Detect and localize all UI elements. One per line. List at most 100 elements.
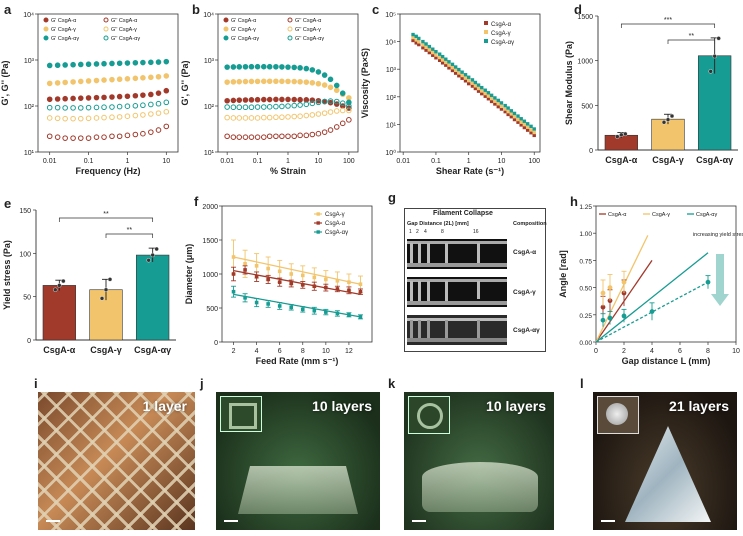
legend-label: G'' CsgA-γ [111, 27, 137, 33]
data-point [669, 113, 675, 119]
data-point [661, 120, 667, 125]
y-tick-label: 1000 [202, 272, 218, 279]
arrow-annotation: increasing yield stress [693, 232, 743, 238]
bar [42, 285, 76, 341]
data-point [476, 86, 481, 91]
layer-label: 10 layers [312, 398, 372, 414]
y-tick-label: 1000 [577, 59, 593, 66]
data-point [493, 102, 497, 106]
data-point [509, 112, 514, 116]
panel-l-letter: l [580, 376, 584, 391]
x-tick-label: 8 [301, 348, 305, 355]
legend-label: G'' CsgA-α [295, 18, 322, 24]
filament-row-label: CsgA-α [513, 249, 537, 256]
data-point [285, 103, 291, 109]
data-point [62, 135, 68, 141]
y-tick-label: 10¹ [24, 150, 35, 157]
data-point [621, 313, 627, 319]
data-point [427, 48, 432, 52]
significance-label: ** [127, 227, 133, 234]
data-point [333, 82, 340, 89]
data-point [279, 103, 285, 110]
data-point [411, 38, 415, 43]
data-point [447, 63, 451, 67]
data-point [522, 119, 527, 123]
data-point [248, 115, 255, 121]
x-tick-label: 4 [255, 348, 259, 355]
data-point [473, 80, 478, 85]
data-point [277, 269, 282, 274]
data-point [140, 59, 146, 66]
gap-ticks: 1 2 4 8 16 [407, 229, 507, 237]
scale-bar [601, 520, 615, 522]
x-tick-label: 0 [594, 348, 598, 355]
data-point [339, 100, 346, 107]
data-point [607, 315, 613, 321]
data-point [146, 258, 151, 263]
data-point [522, 125, 527, 130]
data-point [243, 262, 247, 266]
data-point [266, 78, 273, 85]
data-point [463, 73, 468, 77]
data-point [444, 63, 448, 67]
data-point [46, 62, 53, 69]
x-tick-label: 0.1 [431, 158, 441, 165]
filament-collapse-title: Filament Collapse [433, 210, 493, 217]
data-point [266, 63, 273, 70]
data-point [61, 278, 66, 284]
data-point [512, 117, 517, 122]
data-point [358, 289, 363, 294]
plot-frame [595, 205, 737, 343]
inset-image [220, 396, 262, 432]
data-point [116, 133, 123, 140]
legend-label: CsgA-αγ [325, 230, 348, 236]
x-tick-label: 1 [125, 158, 129, 165]
data-point [434, 53, 438, 57]
data-point [101, 94, 107, 101]
data-point [327, 127, 334, 133]
data-point [109, 104, 115, 110]
data-point [93, 77, 100, 84]
data-point [480, 89, 484, 93]
data-point [447, 66, 451, 70]
significance-label: ** [103, 211, 109, 218]
data-point [470, 81, 475, 85]
legend-label: CsgA-αγ [696, 212, 717, 218]
data-point [124, 93, 131, 100]
data-point [324, 285, 328, 290]
y-tick-label: 10² [204, 104, 215, 111]
y-tick-label: 10¹ [386, 122, 397, 129]
data-point [335, 287, 340, 291]
data-point [489, 99, 494, 104]
x-tick-label: 10 [162, 158, 170, 165]
data-point [503, 103, 507, 108]
data-point [70, 79, 76, 85]
data-point [309, 112, 316, 118]
data-point [503, 109, 507, 114]
data-point [516, 114, 520, 118]
data-point [347, 313, 351, 317]
panel-i-letter: i [34, 376, 38, 391]
category-label: CsgA-αγ [696, 155, 733, 165]
data-point [285, 114, 291, 120]
y-tick-label: 100 [19, 251, 31, 258]
data-point [516, 117, 520, 122]
legend-label: CsgA-γ [325, 212, 345, 218]
data-point [424, 42, 428, 46]
y-tick-label: 10⁴ [203, 12, 214, 19]
legend-marker [316, 221, 320, 225]
data-point [116, 93, 123, 100]
data-point [346, 117, 352, 123]
y-tick-label: 0.00 [579, 340, 592, 347]
y-tick-label: 1.25 [579, 204, 592, 211]
data-point [254, 300, 259, 305]
y-tick-label: 0.50 [579, 286, 592, 293]
data-point [248, 134, 255, 140]
yield-stress-arrow [711, 254, 729, 306]
data-point [467, 81, 471, 86]
panel-letter: c [372, 2, 379, 17]
data-point [279, 133, 285, 140]
data-point [62, 105, 68, 111]
data-point [85, 104, 92, 111]
data-point [321, 82, 328, 88]
